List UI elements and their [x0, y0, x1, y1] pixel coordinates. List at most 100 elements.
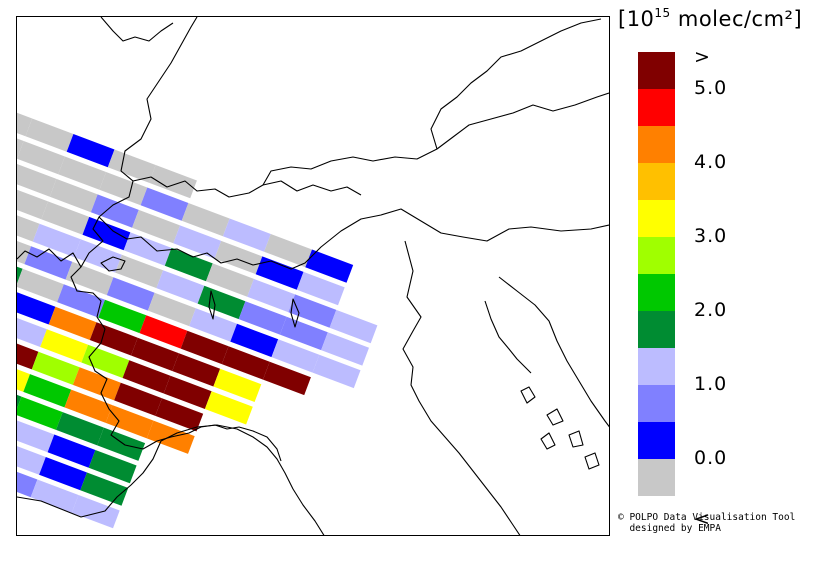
swath-pixel: [181, 203, 230, 237]
legend-swatch-2: [638, 126, 675, 163]
swath-pixel: [89, 322, 138, 356]
legend-swatch-1: [638, 89, 675, 126]
swath-pixel: [17, 189, 48, 220]
swath-pixel: [155, 398, 204, 432]
swath-pixel: [172, 353, 221, 387]
credit-line-1: © POLPO Data Visualisation Tool: [618, 512, 796, 523]
swath-pixel: [23, 374, 72, 408]
swath-pixel: [173, 225, 222, 259]
swath-pixel: [238, 301, 287, 335]
swath-pixel: [149, 165, 197, 199]
swath-pixel: [99, 172, 148, 206]
country-border-italy-north: [98, 208, 609, 270]
island-2: [546, 408, 564, 426]
country-border-north: [100, 17, 174, 42]
swath-pixel: [105, 405, 154, 439]
credit-text: © POLPO Data Visualisation Tool designed…: [618, 512, 795, 534]
swath-pixel: [221, 346, 270, 380]
swath-pixel: [17, 112, 33, 137]
coastline-adriatic: [402, 240, 521, 535]
coastline-france-south: [17, 440, 162, 518]
swath-pixel: [204, 391, 253, 425]
map-canvas: [17, 17, 609, 535]
swath-pixel: [115, 254, 164, 289]
units-exponent: 15: [654, 6, 671, 20]
swath-pixel: [189, 308, 237, 342]
swath-pixel: [17, 215, 40, 242]
swath-pixel: [263, 361, 311, 396]
swath-pixel: [305, 249, 354, 283]
borders-and-coastlines: [17, 17, 609, 535]
swath-pixel: [90, 194, 139, 228]
swath-pixel: [17, 369, 30, 392]
island-5: [584, 452, 600, 470]
legend-swatch-4: [638, 200, 675, 237]
swath-pixel: [17, 471, 38, 498]
swath-pixel: [131, 337, 179, 371]
swath-pixel: [132, 209, 180, 244]
swath-pixel: [17, 317, 47, 347]
swath-pixel: [140, 187, 189, 221]
country-border-switzerland-italy: [132, 176, 362, 198]
swath-pixel: [312, 354, 361, 389]
swath-pixel: [98, 299, 147, 334]
country-border-germany-czech: [430, 18, 602, 150]
swath-pixel: [58, 156, 107, 190]
map-panel: [16, 16, 610, 536]
swath-pixel: [321, 332, 369, 366]
swath-pixel: [57, 284, 105, 318]
legend-label-1: 5.0: [694, 77, 728, 99]
swath-pixel: [56, 412, 104, 446]
legend-swatch-10: [638, 422, 675, 459]
swath-pixel: [72, 367, 121, 401]
lake-geneva: [100, 256, 126, 272]
legend-swatch-8: [638, 348, 675, 385]
swath-pixel: [296, 271, 345, 306]
legend-label-11: 0.0: [694, 447, 728, 469]
swath-pixel: [139, 315, 188, 349]
swath-pixel: [81, 344, 130, 378]
lake-maggiore: [208, 290, 216, 320]
satellite-swath: [17, 112, 378, 529]
swath-pixel: [107, 149, 156, 183]
country-border-austria-germany: [262, 92, 609, 186]
swath-pixel: [264, 234, 312, 268]
swath-pixel: [66, 134, 115, 168]
legend-swatch-3: [638, 163, 675, 200]
swath-pixel: [17, 292, 56, 325]
country-border-france-italy: [17, 248, 82, 268]
swath-pixel: [106, 277, 155, 311]
swath-pixel: [123, 232, 172, 266]
units-label: [1015 molec/cm²]: [618, 6, 802, 31]
swath-pixel: [17, 138, 24, 159]
coastline-istria: [484, 300, 532, 374]
country-border-france-germany: [120, 17, 198, 172]
legend-swatch-11: [638, 459, 675, 496]
swath-pixel: [147, 292, 196, 327]
swath-pixel: [329, 309, 378, 344]
island-4: [540, 432, 556, 450]
swath-pixel: [64, 389, 113, 423]
swath-pixel: [41, 201, 90, 235]
coastline-ligurian: [160, 424, 325, 535]
legend-swatch-9: [638, 385, 675, 422]
swath-pixel: [222, 218, 271, 252]
units-suffix: molec/cm²]: [670, 7, 803, 31]
swath-pixel: [31, 351, 80, 385]
units-prefix: [10: [618, 7, 655, 31]
island-3: [568, 430, 584, 448]
swath-pixel: [30, 479, 79, 513]
swath-pixel: [74, 239, 122, 273]
swath-pixel: [24, 246, 73, 280]
swath-pixel: [49, 178, 98, 213]
coastline-croatia: [498, 276, 609, 428]
lake-garda: [290, 298, 300, 328]
swath-pixel: [230, 323, 279, 358]
swath-pixel: [17, 343, 39, 370]
legend-label-9: 1.0: [694, 373, 728, 395]
swath-pixel: [40, 329, 89, 363]
swath-pixel: [47, 434, 96, 468]
swath-pixel: [17, 394, 22, 409]
swath-pixel: [114, 382, 162, 416]
legend-label-0: >: [694, 46, 711, 68]
